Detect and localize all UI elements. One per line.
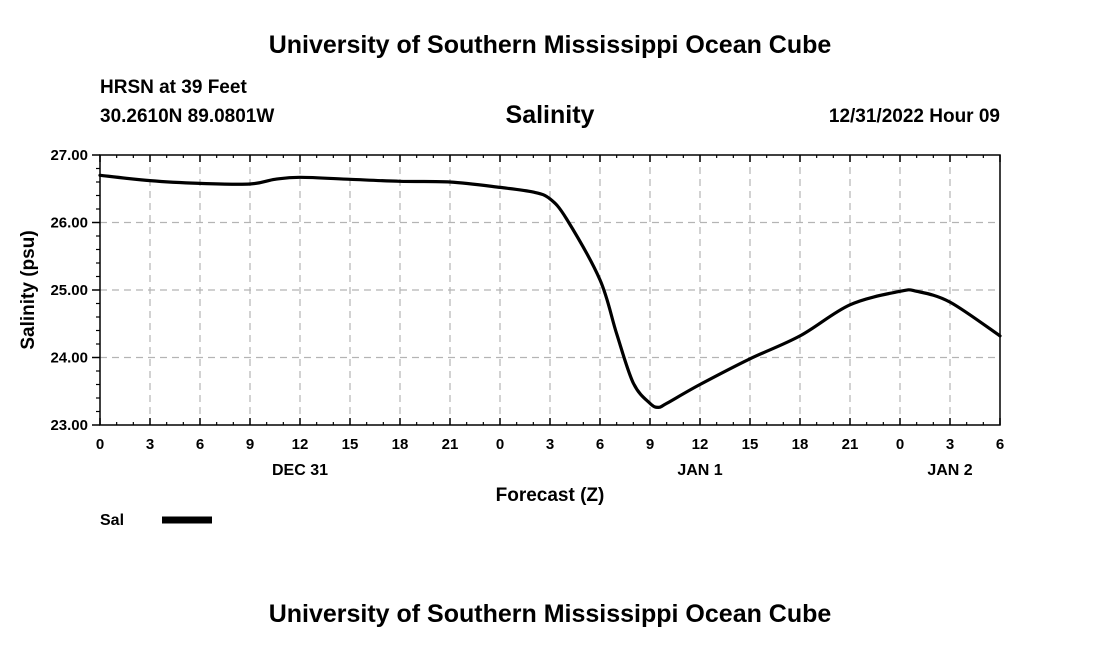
x-tick-labels: 0 3 6 9 12 15 18 21 0 3 6 9 12 15 18 21 0 3 6 (96, 436, 1004, 453)
chart-title: Salinity (505, 101, 595, 129)
station-coordinates: 30.2610N 89.0801W (100, 106, 275, 127)
page-title: University of Southern Mississippi Ocean… (268, 31, 832, 59)
x-tick-label: 12 (292, 436, 309, 453)
series-line-sal (98, 173, 1002, 409)
x-tick-label: 9 (246, 436, 254, 453)
x-tick-label: 0 (496, 436, 504, 453)
date-label: DEC 31 (272, 462, 328, 479)
date-label: JAN 1 (677, 462, 722, 479)
x-tick-label: 15 (342, 436, 359, 453)
x-tick-label: 0 (896, 436, 904, 453)
y-axis-title: Salinity (psu) (18, 230, 39, 349)
station-name: HRSN at 39 Feet (100, 77, 247, 98)
y-tick-label: 23.00 (50, 417, 88, 434)
x-tick-label: 18 (392, 436, 409, 453)
y-tick-label: 25.00 (50, 282, 88, 299)
y-tick-label: 24.00 (50, 350, 88, 367)
x-tick-label: 6 (196, 436, 204, 453)
legend-label: Sal (100, 512, 124, 529)
x-axis-title: Forecast (Z) (496, 485, 605, 506)
x-tick-label: 3 (546, 436, 554, 453)
x-tick-label: 9 (646, 436, 654, 453)
axis-ticks (92, 154, 1001, 426)
x-tick-label: 15 (742, 436, 759, 453)
x-tick-label: 18 (792, 436, 809, 453)
y-tick-labels: 23.00 24.00 25.00 26.00 27.00 (50, 147, 88, 434)
x-tick-label: 3 (946, 436, 954, 453)
footer-title: University of Southern Mississippi Ocean… (268, 600, 832, 628)
y-tick-label: 27.00 (50, 147, 88, 164)
x-tick-label: 3 (146, 436, 154, 453)
x-tick-label: 12 (692, 436, 709, 453)
x-tick-label: 6 (596, 436, 604, 453)
date-labels: DEC 31 JAN 1 JAN 2 (272, 462, 973, 479)
x-tick-label: 21 (842, 436, 859, 453)
x-tick-label: 21 (442, 436, 459, 453)
x-tick-label: 0 (96, 436, 104, 453)
y-tick-label: 26.00 (50, 215, 88, 232)
date-label: JAN 2 (927, 462, 972, 479)
grid (100, 155, 1000, 425)
x-tick-label: 6 (996, 436, 1004, 453)
issue-time: 12/31/2022 Hour 09 (828, 106, 1000, 127)
